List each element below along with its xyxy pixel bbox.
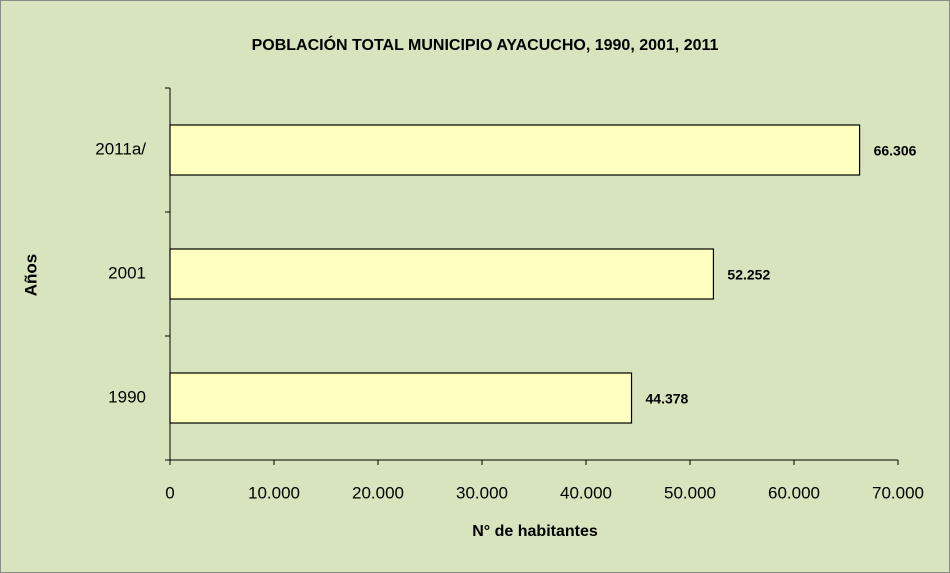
- x-tick-label: 70.000: [872, 483, 924, 502]
- y-axis-label: Años: [21, 254, 40, 297]
- chart-title: POBLACIÓN TOTAL MUNICIPIO AYACUCHO, 1990…: [252, 35, 719, 54]
- x-axis-label: N° de habitantes: [472, 523, 598, 540]
- x-tick-label: 0: [165, 483, 174, 502]
- x-tick-label: 10.000: [248, 483, 300, 502]
- x-tick-label: 40.000: [560, 483, 612, 502]
- x-tick-label: 30.000: [456, 483, 508, 502]
- y-tick-label: 2011a/: [95, 139, 146, 158]
- value-label: 44.378: [646, 391, 689, 407]
- x-tick-label: 20.000: [352, 483, 404, 502]
- value-label: 66.306: [874, 143, 917, 159]
- y-tick-label: 2001: [108, 263, 146, 282]
- value-label: 52.252: [727, 267, 770, 283]
- bar: [169, 124, 861, 176]
- y-tick-label: 1990: [108, 387, 146, 406]
- x-tick-label: 50.000: [664, 483, 716, 502]
- bar: [169, 248, 715, 300]
- x-tick-label: 60.000: [768, 483, 820, 502]
- bar: [169, 372, 633, 424]
